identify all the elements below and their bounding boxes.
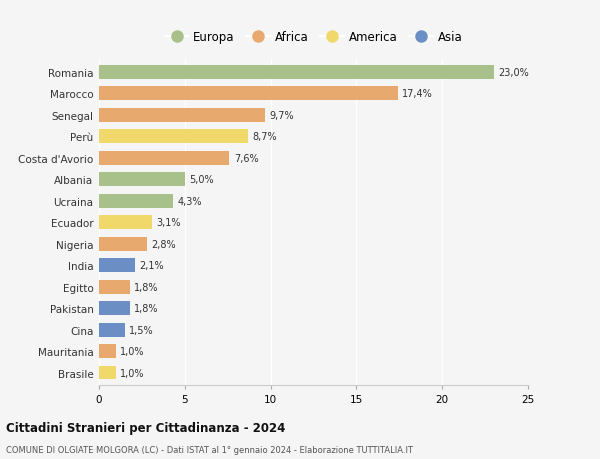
- Bar: [99, 194, 173, 208]
- Text: 1,8%: 1,8%: [134, 303, 158, 313]
- Bar: [99, 237, 147, 251]
- Text: 1,0%: 1,0%: [121, 346, 145, 356]
- Bar: [99, 258, 135, 273]
- Text: 2,8%: 2,8%: [151, 239, 176, 249]
- Text: Cittadini Stranieri per Cittadinanza - 2024: Cittadini Stranieri per Cittadinanza - 2…: [6, 421, 286, 434]
- Bar: [99, 108, 265, 123]
- Text: 5,0%: 5,0%: [189, 175, 214, 185]
- Bar: [99, 130, 248, 144]
- Legend: Europa, Africa, America, Asia: Europa, Africa, America, Asia: [160, 27, 467, 49]
- Bar: [99, 216, 152, 230]
- Text: 1,0%: 1,0%: [121, 368, 145, 378]
- Text: 17,4%: 17,4%: [402, 89, 433, 99]
- Bar: [99, 66, 494, 79]
- Text: 1,5%: 1,5%: [129, 325, 154, 335]
- Text: 1,8%: 1,8%: [134, 282, 158, 292]
- Text: 4,3%: 4,3%: [177, 196, 202, 206]
- Bar: [99, 366, 116, 380]
- Text: 23,0%: 23,0%: [498, 67, 529, 78]
- Bar: [99, 280, 130, 294]
- Text: 2,1%: 2,1%: [139, 261, 164, 270]
- Text: COMUNE DI OLGIATE MOLGORA (LC) - Dati ISTAT al 1° gennaio 2024 - Elaborazione TU: COMUNE DI OLGIATE MOLGORA (LC) - Dati IS…: [6, 445, 413, 454]
- Bar: [99, 323, 125, 337]
- Bar: [99, 151, 229, 165]
- Text: 8,7%: 8,7%: [253, 132, 277, 142]
- Text: 9,7%: 9,7%: [270, 111, 295, 120]
- Text: 3,1%: 3,1%: [157, 218, 181, 228]
- Bar: [99, 344, 116, 358]
- Text: 7,6%: 7,6%: [234, 153, 259, 163]
- Bar: [99, 173, 185, 187]
- Bar: [99, 87, 398, 101]
- Bar: [99, 302, 130, 315]
